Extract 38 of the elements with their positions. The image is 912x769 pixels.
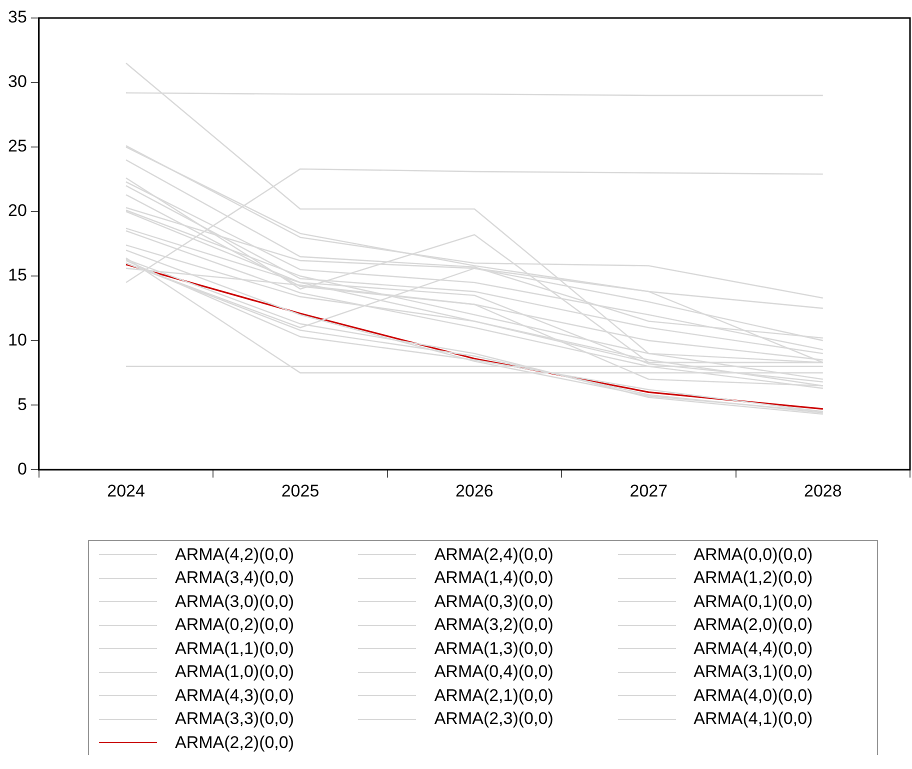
legend-label: ARMA(0,1)(0,0) xyxy=(694,592,813,612)
legend-label: ARMA(4,3)(0,0) xyxy=(175,686,294,706)
legend-label: ARMA(1,3)(0,0) xyxy=(434,638,554,659)
y-tick-label: 0 xyxy=(17,459,27,478)
y-tick-label: 15 xyxy=(8,266,27,285)
y-tick-label: 20 xyxy=(8,201,27,220)
legend-label: ARMA(0,4)(0,0) xyxy=(434,662,554,682)
y-tick-label: 5 xyxy=(17,394,27,414)
legend-label: ARMA(4,1)(0,0) xyxy=(694,709,813,730)
x-tick-label: 2027 xyxy=(630,481,668,500)
legend-label: ARMA(2,4)(0,0) xyxy=(434,544,554,565)
legend-label: ARMA(2,2)(0,0) xyxy=(175,732,294,753)
legend-label: ARMA(3,0)(0,0) xyxy=(175,592,294,612)
legend-label: ARMA(4,0)(0,0) xyxy=(694,686,813,706)
y-tick-label: 10 xyxy=(8,330,27,350)
legend-label: ARMA(0,3)(0,0) xyxy=(434,592,554,612)
legend-label: ARMA(1,2)(0,0) xyxy=(694,568,813,588)
legend-label: ARMA(1,0)(0,0) xyxy=(175,662,294,682)
legend-label: ARMA(4,4)(0,0) xyxy=(694,638,813,659)
y-tick-label: 35 xyxy=(8,8,27,27)
legend-label: ARMA(3,4)(0,0) xyxy=(175,568,294,588)
legend-label: ARMA(2,1)(0,0) xyxy=(434,686,554,706)
legend-label: ARMA(3,1)(0,0) xyxy=(694,662,813,682)
legend-label: ARMA(1,4)(0,0) xyxy=(434,568,554,588)
x-tick-label: 2026 xyxy=(456,481,494,500)
legend-label: ARMA(4,2)(0,0) xyxy=(175,544,294,565)
legend-label: ARMA(0,2)(0,0) xyxy=(175,615,294,636)
x-tick-label: 2025 xyxy=(281,481,320,500)
legend-label: ARMA(3,3)(0,0) xyxy=(175,709,294,730)
y-tick-label: 25 xyxy=(8,136,27,156)
x-tick-label: 2024 xyxy=(107,481,145,500)
legend-label: ARMA(0,0)(0,0) xyxy=(694,544,813,565)
legend-label: ARMA(2,0)(0,0) xyxy=(694,615,813,636)
y-tick-label: 30 xyxy=(8,72,27,92)
legend-label: ARMA(1,1)(0,0) xyxy=(175,638,294,659)
x-tick-label: 2028 xyxy=(804,481,842,500)
legend-label: ARMA(3,2)(0,0) xyxy=(434,615,554,636)
legend-label: ARMA(2,3)(0,0) xyxy=(434,709,554,730)
